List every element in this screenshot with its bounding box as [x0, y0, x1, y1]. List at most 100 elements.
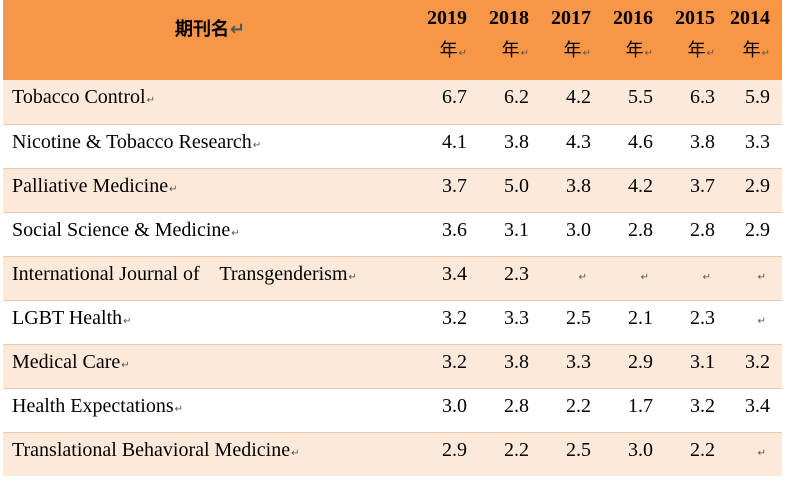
value-cell: 3.0	[541, 211, 603, 256]
empty-value-cell: ↵	[727, 299, 782, 344]
paragraph-mark-icon: ↵	[640, 271, 649, 283]
journal-name-cell: Nicotine & Tobacco Research↵	[3, 123, 417, 168]
year-suffix: 年↵	[501, 40, 529, 61]
value-cell: 3.4	[727, 387, 782, 432]
empty-value-cell: ↵	[541, 255, 603, 300]
value-cell: 3.8	[479, 343, 541, 388]
paragraph-mark-icon: ↵	[644, 48, 653, 59]
paragraph-mark-icon: ↵	[174, 403, 184, 415]
paragraph-mark-icon: ↵	[252, 139, 262, 151]
journal-name-cell: Translational Behavioral Medicine↵	[3, 431, 417, 476]
value-cell: 6.3	[690, 86, 715, 108]
journal-name: Medical Care	[12, 350, 121, 373]
journal-name: Palliative Medicine	[12, 174, 169, 197]
value-cell: 2.9	[727, 167, 782, 212]
value-cell: 2.9	[603, 343, 665, 388]
value-cell: 5.5	[628, 86, 653, 108]
value-cell: 6.2	[504, 86, 529, 108]
year-header-2015: 2015 年↵	[665, 0, 727, 80]
paragraph-mark-icon: ↵	[757, 447, 766, 459]
journal-name-cell: Health Expectations↵	[3, 387, 417, 432]
value-cell: 3.1	[665, 343, 727, 388]
table-row: Palliative Medicine↵ 3.7 5.0 3.8 4.2 3.7…	[3, 167, 782, 212]
journal-name-cell: International Journal of Transgenderism↵	[3, 255, 417, 300]
journal-name: Translational Behavioral Medicine	[12, 438, 291, 461]
value-cell: 2.9	[727, 211, 782, 256]
paragraph-mark-icon: ↵	[757, 271, 766, 283]
journal-impact-table: 期刊名↵ 2019 年↵ 2018 年↵ 2017 年↵ 2016 年↵	[3, 0, 782, 476]
empty-value-cell: ↵	[727, 431, 782, 476]
table-row: International Journal of Transgenderism↵…	[3, 255, 782, 300]
table-body: Tobacco Control↵ 6.7 6.2 4.2 5.5 6.3 5.9…	[3, 80, 782, 476]
year-suffix: 年↵	[687, 40, 715, 61]
value-cell: 3.3	[727, 123, 782, 168]
paragraph-mark-icon: ↵	[231, 227, 240, 239]
value-cell: 2.3	[479, 255, 541, 300]
journal-name: Health Expectations	[12, 394, 174, 417]
value-cell: 3.3	[479, 299, 541, 344]
year-suffix: 年↵	[625, 40, 653, 61]
year-number: 2018	[489, 7, 529, 29]
paragraph-mark-icon: ↵	[761, 48, 770, 59]
value-cell: 4.2	[603, 167, 665, 212]
table-row: Translational Behavioral Medicine↵ 2.9 2…	[3, 431, 782, 476]
value-cell: 4.3	[541, 123, 603, 168]
paragraph-mark-icon: ↵	[291, 447, 300, 459]
value-cell: 3.7	[665, 167, 727, 212]
empty-value-cell: ↵	[665, 255, 727, 300]
paragraph-mark-icon: ↵	[229, 19, 246, 40]
paragraph-mark-icon: ↵	[348, 271, 357, 283]
value-cell: 1.7	[603, 387, 665, 432]
value-cell: 2.2	[479, 431, 541, 476]
year-header-2017: 2017 年↵	[541, 0, 603, 80]
value-cell: 2.2	[665, 431, 727, 476]
value-cell: 4.6	[603, 123, 665, 168]
value-cell: 5.9	[745, 86, 770, 108]
paragraph-mark-icon: ↵	[520, 48, 529, 59]
value-cell: 6.7	[442, 86, 467, 108]
table-header-row: 期刊名↵ 2019 年↵ 2018 年↵ 2017 年↵ 2016 年↵	[3, 0, 782, 80]
value-cell: 3.6	[417, 211, 479, 256]
year-number: 2015	[675, 7, 715, 29]
year-suffix: 年↵	[563, 40, 591, 61]
journal-name-cell: Social Science & Medicine↵	[3, 211, 417, 256]
value-cell: 2.8	[665, 211, 727, 256]
year-header-2016: 2016 年↵	[603, 0, 665, 80]
value-cell: 3.7	[417, 167, 479, 212]
value-cell: 2.8	[479, 387, 541, 432]
paragraph-mark-icon: ↵	[702, 271, 711, 283]
value-cell: 2.5	[541, 299, 603, 344]
paragraph-mark-icon: ↵	[146, 95, 155, 106]
value-cell: 2.9	[417, 431, 479, 476]
journal-table-wrapper: 期刊名↵ 2019 年↵ 2018 年↵ 2017 年↵ 2016 年↵	[3, 0, 782, 476]
table-row: Medical Care↵ 3.2 3.8 3.3 2.9 3.1 3.2	[3, 343, 782, 388]
value-cell: 3.4	[417, 255, 479, 300]
paragraph-mark-icon: ↵	[169, 183, 178, 195]
year-header-2019: 2019 年↵	[417, 0, 479, 80]
journal-name: International Journal of Transgenderism	[12, 262, 348, 285]
paragraph-mark-icon: ↵	[121, 359, 130, 371]
value-cell: 3.2	[417, 299, 479, 344]
value-cell: 3.2	[727, 343, 782, 388]
value-cell: 3.2	[665, 387, 727, 432]
value-cell: 2.8	[603, 211, 665, 256]
journal-name: LGBT Health	[12, 306, 123, 329]
paragraph-mark-icon: ↵	[458, 48, 467, 59]
journal-name-cell: LGBT Health↵	[3, 299, 417, 344]
table-row: Health Expectations↵ 3.0 2.8 2.2 1.7 3.2…	[3, 387, 782, 432]
value-cell: 3.1	[479, 211, 541, 256]
paragraph-mark-icon: ↵	[706, 48, 715, 59]
year-header-2018: 2018 年↵	[479, 0, 541, 80]
year-suffix: 年↵	[742, 40, 770, 61]
journal-name-cell: Palliative Medicine↵	[3, 167, 417, 212]
value-cell: 2.1	[603, 299, 665, 344]
year-suffix: 年↵	[439, 40, 467, 61]
journal-label: 期刊名	[174, 19, 229, 40]
table-row: LGBT Health↵ 3.2 3.3 2.5 2.1 2.3 ↵	[3, 299, 782, 344]
table-row: Tobacco Control↵ 6.7 6.2 4.2 5.5 6.3 5.9	[3, 80, 782, 124]
value-cell: 5.0	[479, 167, 541, 212]
value-cell: 2.5	[541, 431, 603, 476]
journal-name: Tobacco Control	[12, 86, 146, 108]
value-cell: 3.0	[603, 431, 665, 476]
year-number: 2016	[613, 7, 653, 29]
